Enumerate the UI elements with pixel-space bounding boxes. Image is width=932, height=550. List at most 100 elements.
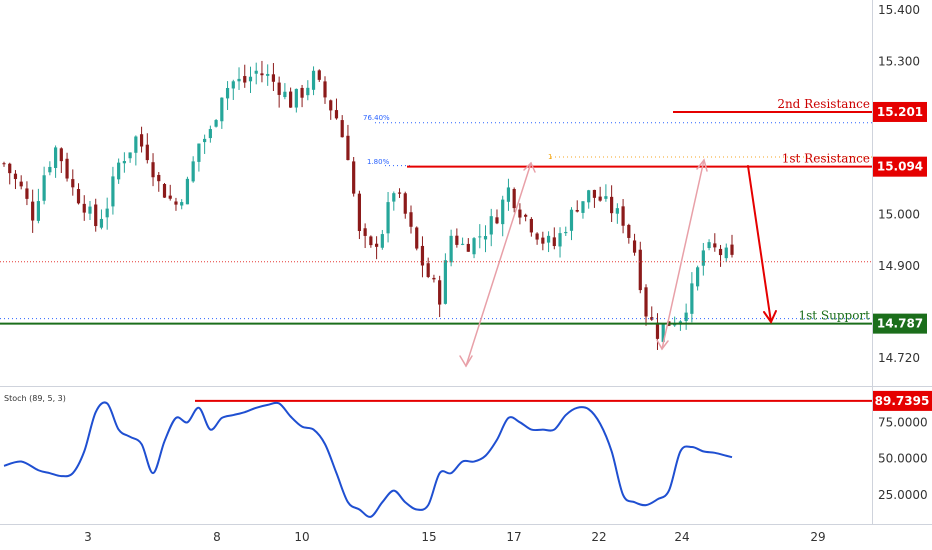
pink-arrowhead-down <box>459 355 473 368</box>
1st-support-label: 1st Support <box>798 309 870 323</box>
time-tick: 15 <box>421 530 436 544</box>
candle-body <box>460 243 465 245</box>
candle-body <box>724 247 728 259</box>
projection-arrows <box>459 158 777 368</box>
1st-resistance-badge-value: 15.094 <box>877 160 923 174</box>
candle-body <box>483 236 488 240</box>
candle-body <box>323 81 327 98</box>
candle-body <box>518 209 522 218</box>
candle-body <box>598 196 602 201</box>
candle-body <box>340 120 344 138</box>
candle-body <box>495 217 499 224</box>
candle-body <box>403 193 407 214</box>
candle-body <box>432 277 436 280</box>
candle-body <box>191 161 195 182</box>
candle-body <box>374 243 379 247</box>
candle-body <box>48 166 52 173</box>
candle-body <box>220 97 224 122</box>
candle-body <box>587 190 591 203</box>
time-tick: 24 <box>674 530 689 544</box>
pink-arrowhead-top <box>696 158 708 172</box>
candle-body <box>111 176 115 207</box>
candle-body <box>472 238 476 255</box>
candle-body <box>76 189 81 204</box>
candle-body <box>122 161 126 164</box>
candle-body <box>283 91 287 98</box>
candle-body <box>690 283 694 314</box>
candle-body <box>157 174 161 182</box>
pink-arrow-down <box>465 162 532 367</box>
time-tick: 3 <box>84 530 92 544</box>
candle-body <box>604 196 608 199</box>
candle-body <box>145 144 149 161</box>
candle-body <box>529 218 533 233</box>
candle-body <box>139 134 144 147</box>
candle-body <box>260 73 264 76</box>
candle-body <box>197 143 201 162</box>
candle-body <box>317 70 321 80</box>
fib-label-2: 1 <box>548 153 552 161</box>
candle-body <box>615 208 619 214</box>
candle-body <box>644 287 648 317</box>
1st-resistance-label: 1st Resistance <box>782 152 870 166</box>
candle-body <box>357 193 362 232</box>
1st-resistance-badge <box>873 156 927 177</box>
candle-body <box>535 233 539 240</box>
candle-body <box>300 87 304 98</box>
candle-body <box>397 192 402 194</box>
candle-body <box>203 138 207 143</box>
candle-body <box>426 263 430 277</box>
candle-body <box>243 76 247 83</box>
candle-body <box>415 227 419 249</box>
candle-body <box>306 87 310 96</box>
candle-body <box>271 74 276 82</box>
time-tick: 17 <box>506 530 521 544</box>
candle-body <box>392 193 396 202</box>
candle-body <box>489 216 493 235</box>
candle-body <box>19 181 23 187</box>
price-tick: 15.300 <box>878 54 920 68</box>
stoch-pane: Stoch (89, 5, 3) 89.7395 75.0000 50.0000… <box>3 390 932 518</box>
candle-body <box>466 243 470 252</box>
candle-body <box>162 184 167 198</box>
pink-arrowhead-bottom <box>656 339 669 351</box>
candle-body <box>25 188 29 199</box>
price-tick: 14.720 <box>878 351 920 365</box>
stoch-title: Stoch (89, 5, 3) <box>4 394 66 403</box>
candle-body <box>501 199 505 225</box>
candle-body <box>478 236 482 238</box>
time-axis: 3 8 10 15 17 22 24 29 <box>84 530 825 544</box>
stoch-level-badge <box>873 390 932 411</box>
candle-body <box>94 204 98 227</box>
stoch-level-badge-value: 89.7395 <box>875 394 930 408</box>
price-tick: 15.400 <box>878 3 920 17</box>
candle-body <box>420 245 425 266</box>
2nd-resistance-label: 2nd Resistance <box>777 97 870 111</box>
price-axis: 15.400 15.300 15.000 14.900 14.720 <box>878 3 920 365</box>
candle-body <box>661 324 665 342</box>
candle-body <box>231 81 235 89</box>
candle-body <box>59 148 63 162</box>
candle-body <box>2 163 6 165</box>
candle-body <box>151 162 155 178</box>
candle-body <box>575 210 579 212</box>
candle-body <box>82 203 86 213</box>
candle-body <box>581 201 585 213</box>
candle-body <box>128 152 132 159</box>
candle-body <box>71 179 75 188</box>
candle-body <box>168 195 172 199</box>
candle-body <box>134 136 138 153</box>
candle-body <box>117 162 121 180</box>
candle-body <box>363 228 367 236</box>
candle-body <box>627 224 631 238</box>
candle-body <box>707 242 711 249</box>
candle-body <box>696 267 700 287</box>
price-pane: 76.40% 1.80% 1 2nd Resistance 1st Resist… <box>0 60 872 368</box>
candle-body <box>225 87 230 99</box>
candle-body <box>409 212 413 227</box>
candle-body <box>334 110 339 119</box>
candle-body <box>386 202 390 234</box>
time-tick: 29 <box>810 530 825 544</box>
